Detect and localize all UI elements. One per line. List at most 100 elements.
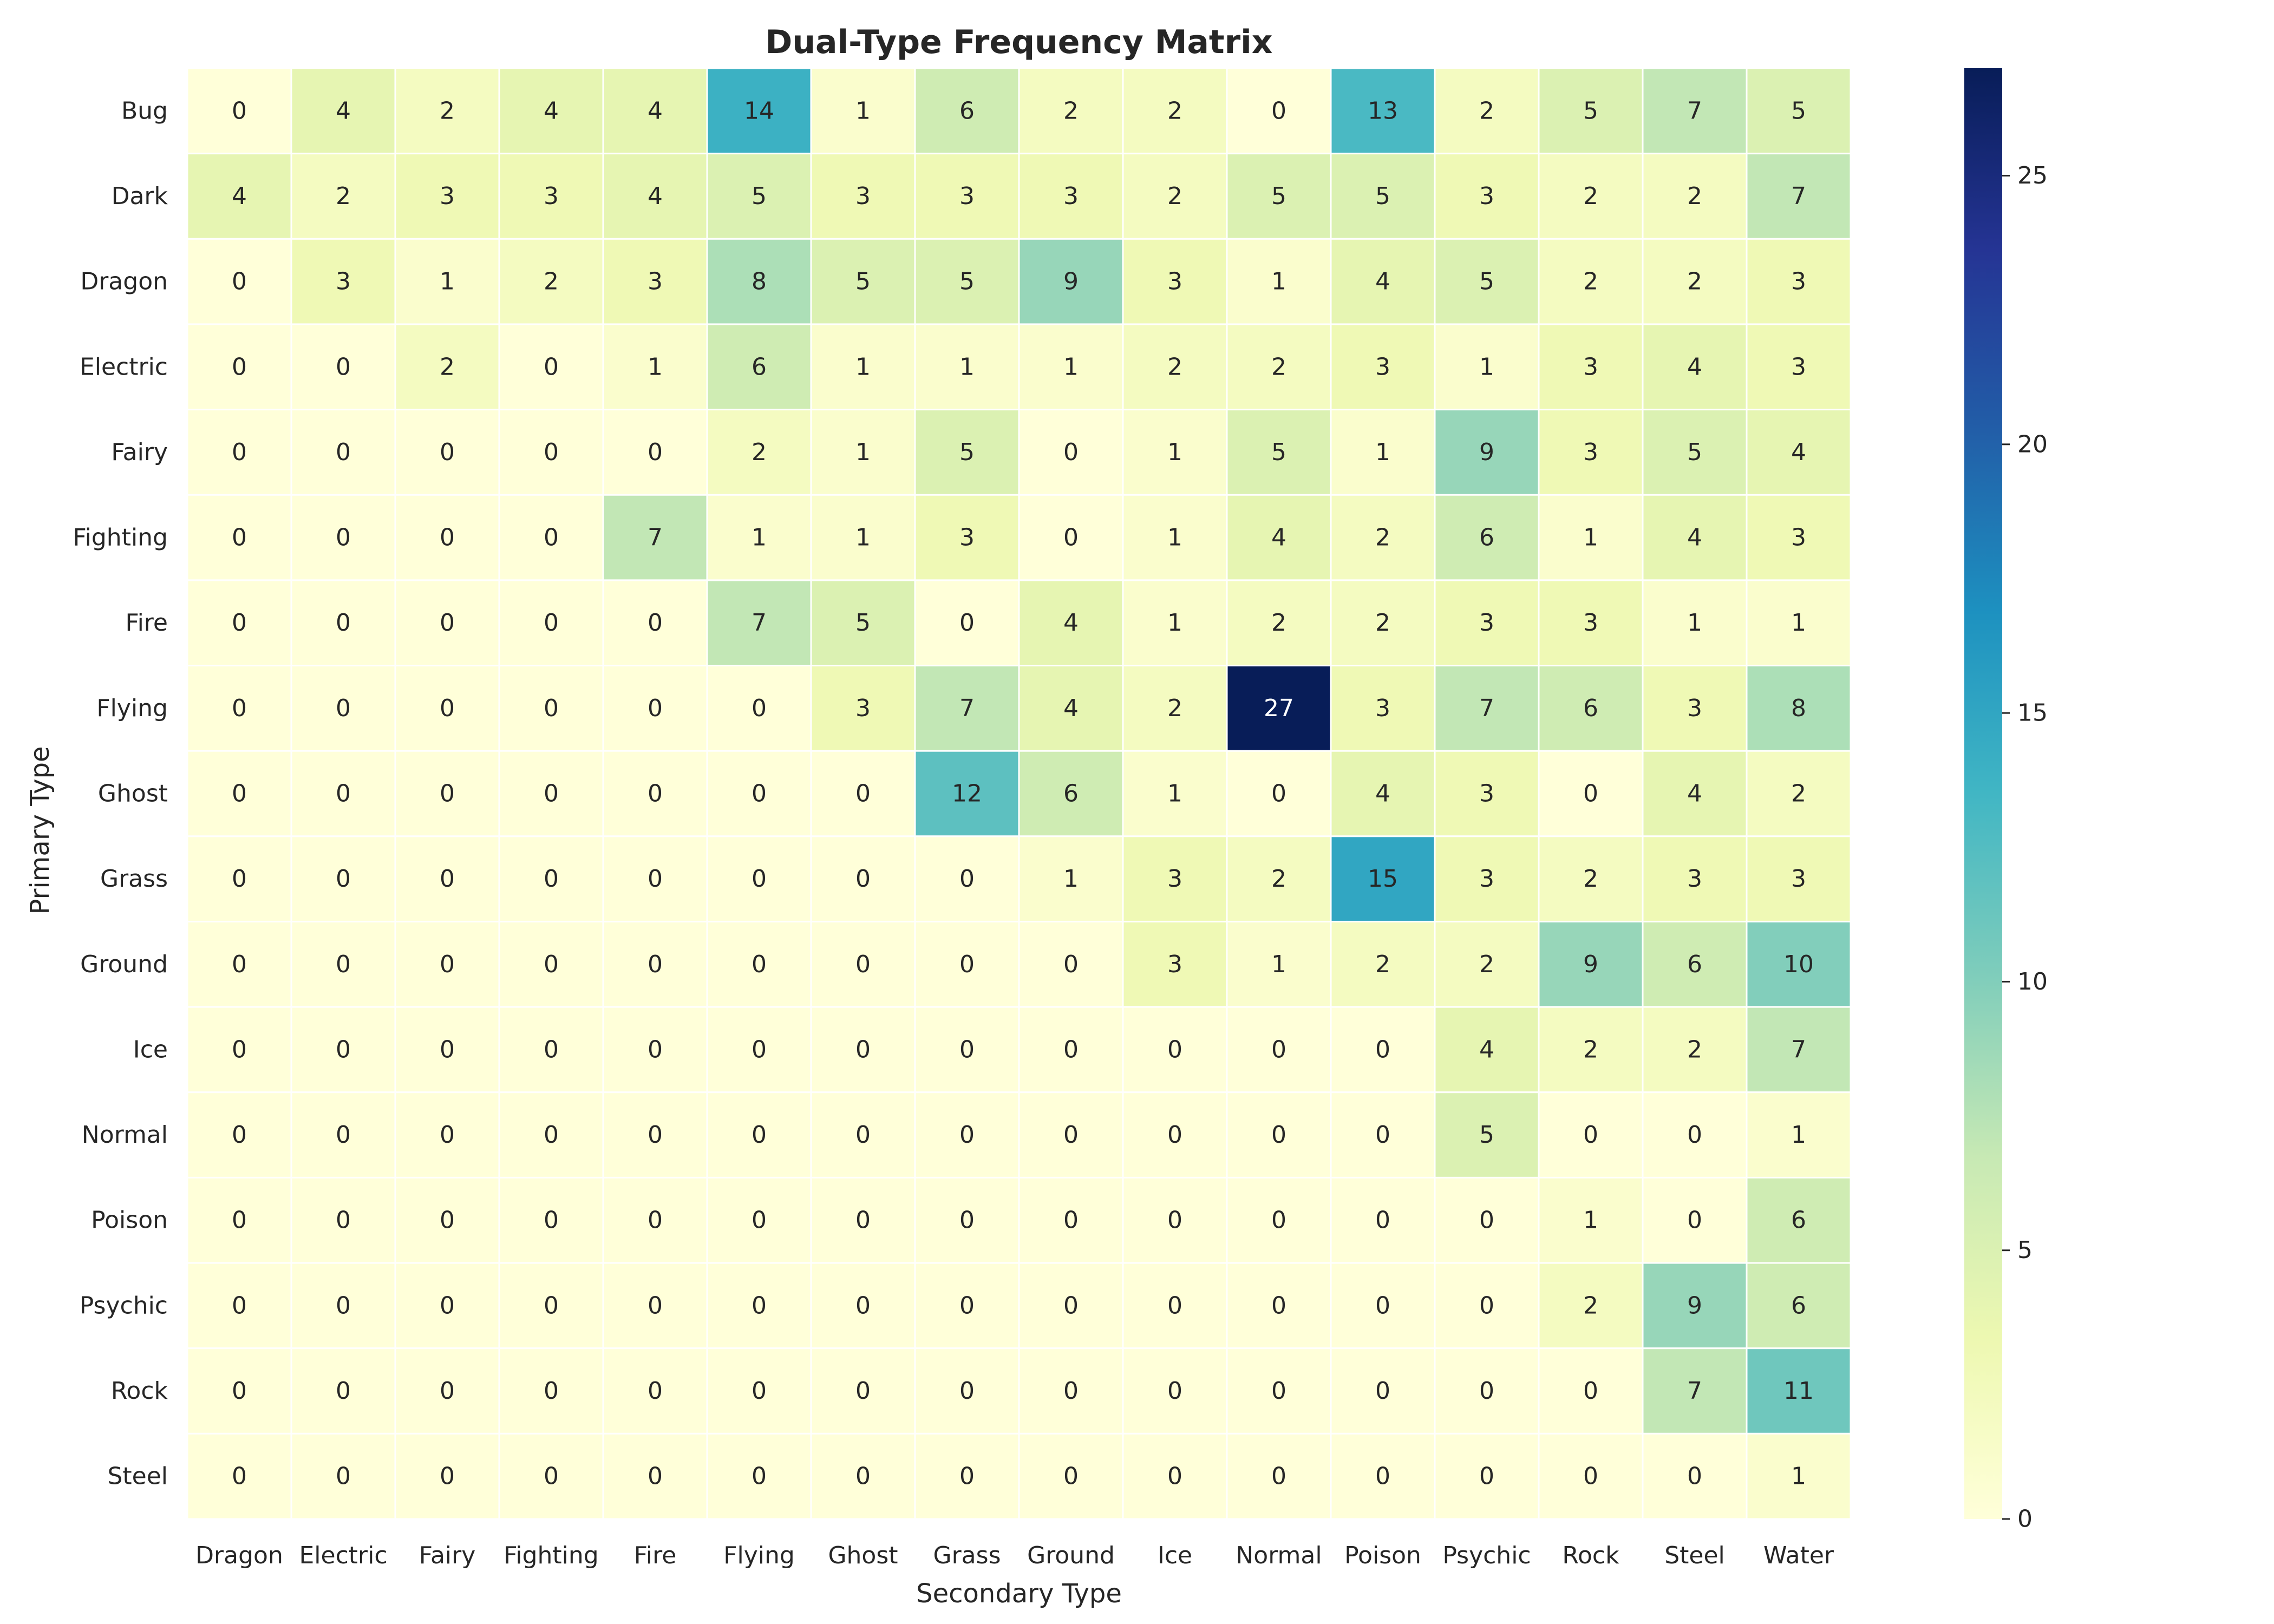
cell-value-label: 2: [1687, 1036, 1702, 1063]
heatmap-cell: [1642, 1347, 1748, 1435]
heatmap-cell: [1018, 409, 1124, 496]
cell-value-label: 0: [1583, 780, 1598, 808]
cell-value-label: 1: [1063, 353, 1079, 381]
y-axis-label: Primary Type: [25, 746, 55, 915]
heatmap-cell: [186, 750, 292, 837]
cell-value-label: 0: [1271, 1036, 1286, 1063]
cell-value-label: 5: [959, 438, 975, 466]
cell-value-label: 27: [1264, 695, 1294, 722]
heatmap-cell: [810, 323, 916, 411]
heatmap-cell: [602, 1347, 708, 1435]
cell-value-label: 0: [440, 1463, 455, 1490]
heatmap-cell: [1642, 750, 1748, 837]
cell-value-label: 0: [544, 353, 559, 381]
cell-value-label: 2: [1271, 353, 1286, 381]
heatmap-cell: [1538, 409, 1644, 496]
heatmap-cell: [394, 1091, 500, 1178]
cell-value-label: 0: [232, 1463, 247, 1490]
heatmap-cell: [498, 494, 604, 581]
cell-value-label: 0: [959, 865, 975, 893]
cell-value-label: 0: [752, 1207, 767, 1234]
cell-value-label: 3: [1375, 695, 1390, 722]
cell-value-label: 0: [1375, 1036, 1390, 1063]
cell-value-label: 0: [1271, 1377, 1286, 1405]
cell-value-label: 0: [1583, 1463, 1598, 1490]
heatmap-cell: [498, 1091, 604, 1178]
heatmap-cell: [1226, 1347, 1332, 1435]
heatmap-cell: [1642, 665, 1748, 752]
x-tick-label: Poison: [1344, 1542, 1421, 1569]
cell-value-label: 13: [1368, 97, 1398, 125]
cell-value-label: 2: [1063, 97, 1079, 125]
cell-value-label: 4: [1479, 1036, 1494, 1063]
heatmap-cell: [394, 835, 500, 922]
cell-value-label: 7: [1479, 695, 1494, 722]
heatmap-cell: [290, 409, 396, 496]
heatmap-cell: [706, 1262, 812, 1350]
cell-value-label: 3: [1479, 780, 1494, 808]
heatmap-cell: [1330, 1091, 1436, 1178]
heatmap-cell: [1434, 409, 1540, 496]
heatmap-cell: [186, 1262, 292, 1350]
heatmap-cell: [186, 323, 292, 411]
cell-value-label: 2: [440, 353, 455, 381]
cell-value-label: 3: [959, 182, 975, 210]
heatmap-cell: [498, 153, 604, 240]
heatmap-cell: [1538, 1091, 1644, 1178]
cell-value-label: 1: [1479, 353, 1494, 381]
cell-value-label: 2: [1583, 182, 1598, 210]
cell-value-label: 0: [336, 609, 351, 637]
heatmap-cell: [498, 1176, 604, 1264]
cell-value-label: 0: [1271, 1121, 1286, 1149]
cell-value-label: 5: [855, 609, 871, 637]
cell-value-label: 0: [232, 524, 247, 552]
cell-value-label: 2: [1271, 609, 1286, 637]
cell-value-label: 0: [544, 438, 559, 466]
cell-value-label: 0: [648, 1036, 663, 1063]
cell-value-label: 0: [855, 865, 871, 893]
heatmap-cell: [914, 409, 1020, 496]
cell-value-label: 0: [855, 951, 871, 978]
heatmap-cell: [1434, 920, 1540, 1008]
cell-value-label: 4: [1375, 268, 1390, 296]
cell-value-label: 3: [1479, 865, 1494, 893]
heatmap-cell: [394, 579, 500, 667]
cell-value-label: 1: [1583, 1207, 1598, 1234]
cell-value-label: 0: [544, 865, 559, 893]
cell-value-label: 2: [752, 438, 767, 466]
cell-value-label: 0: [1167, 1377, 1182, 1405]
heatmap-cell: [498, 1432, 604, 1520]
cell-value-label: 0: [855, 1121, 871, 1149]
cell-value-label: 0: [232, 609, 247, 637]
cell-value-label: 0: [440, 1377, 455, 1405]
cell-value-label: 0: [1063, 951, 1079, 978]
cell-value-label: 8: [1791, 695, 1806, 722]
cell-value-label: 1: [1791, 609, 1806, 637]
cell-value-label: 3: [1583, 353, 1598, 381]
cell-value-label: 2: [440, 97, 455, 125]
heatmap-cell: [810, 579, 916, 667]
cell-value-label: 1: [1375, 438, 1390, 466]
heatmap-cell: [1538, 665, 1644, 752]
cell-value-label: 7: [752, 609, 767, 637]
cell-value-label: 4: [1375, 780, 1390, 808]
cell-value-label: 0: [648, 695, 663, 722]
cell-value-label: 0: [1375, 1207, 1390, 1234]
cell-value-label: 0: [752, 1121, 767, 1149]
cell-value-label: 1: [1271, 951, 1286, 978]
cell-value-label: 7: [648, 524, 663, 552]
cell-value-label: 6: [959, 97, 975, 125]
heatmap-cell: [706, 920, 812, 1008]
heatmap-cell: [1642, 920, 1748, 1008]
heatmap-cell: [1122, 409, 1228, 496]
cell-value-label: 0: [959, 951, 975, 978]
cell-value-label: 0: [336, 1463, 351, 1490]
heatmap-cell: [1746, 1347, 1852, 1435]
cell-value-label: 3: [1479, 182, 1494, 210]
x-tick-label: Psychic: [1442, 1542, 1531, 1569]
cell-value-label: 1: [959, 353, 975, 381]
cell-value-label: 2: [1791, 780, 1806, 808]
cell-value-label: 0: [1063, 1121, 1079, 1149]
heatmap-cell: [1018, 1176, 1124, 1264]
cell-value-label: 0: [544, 1292, 559, 1319]
